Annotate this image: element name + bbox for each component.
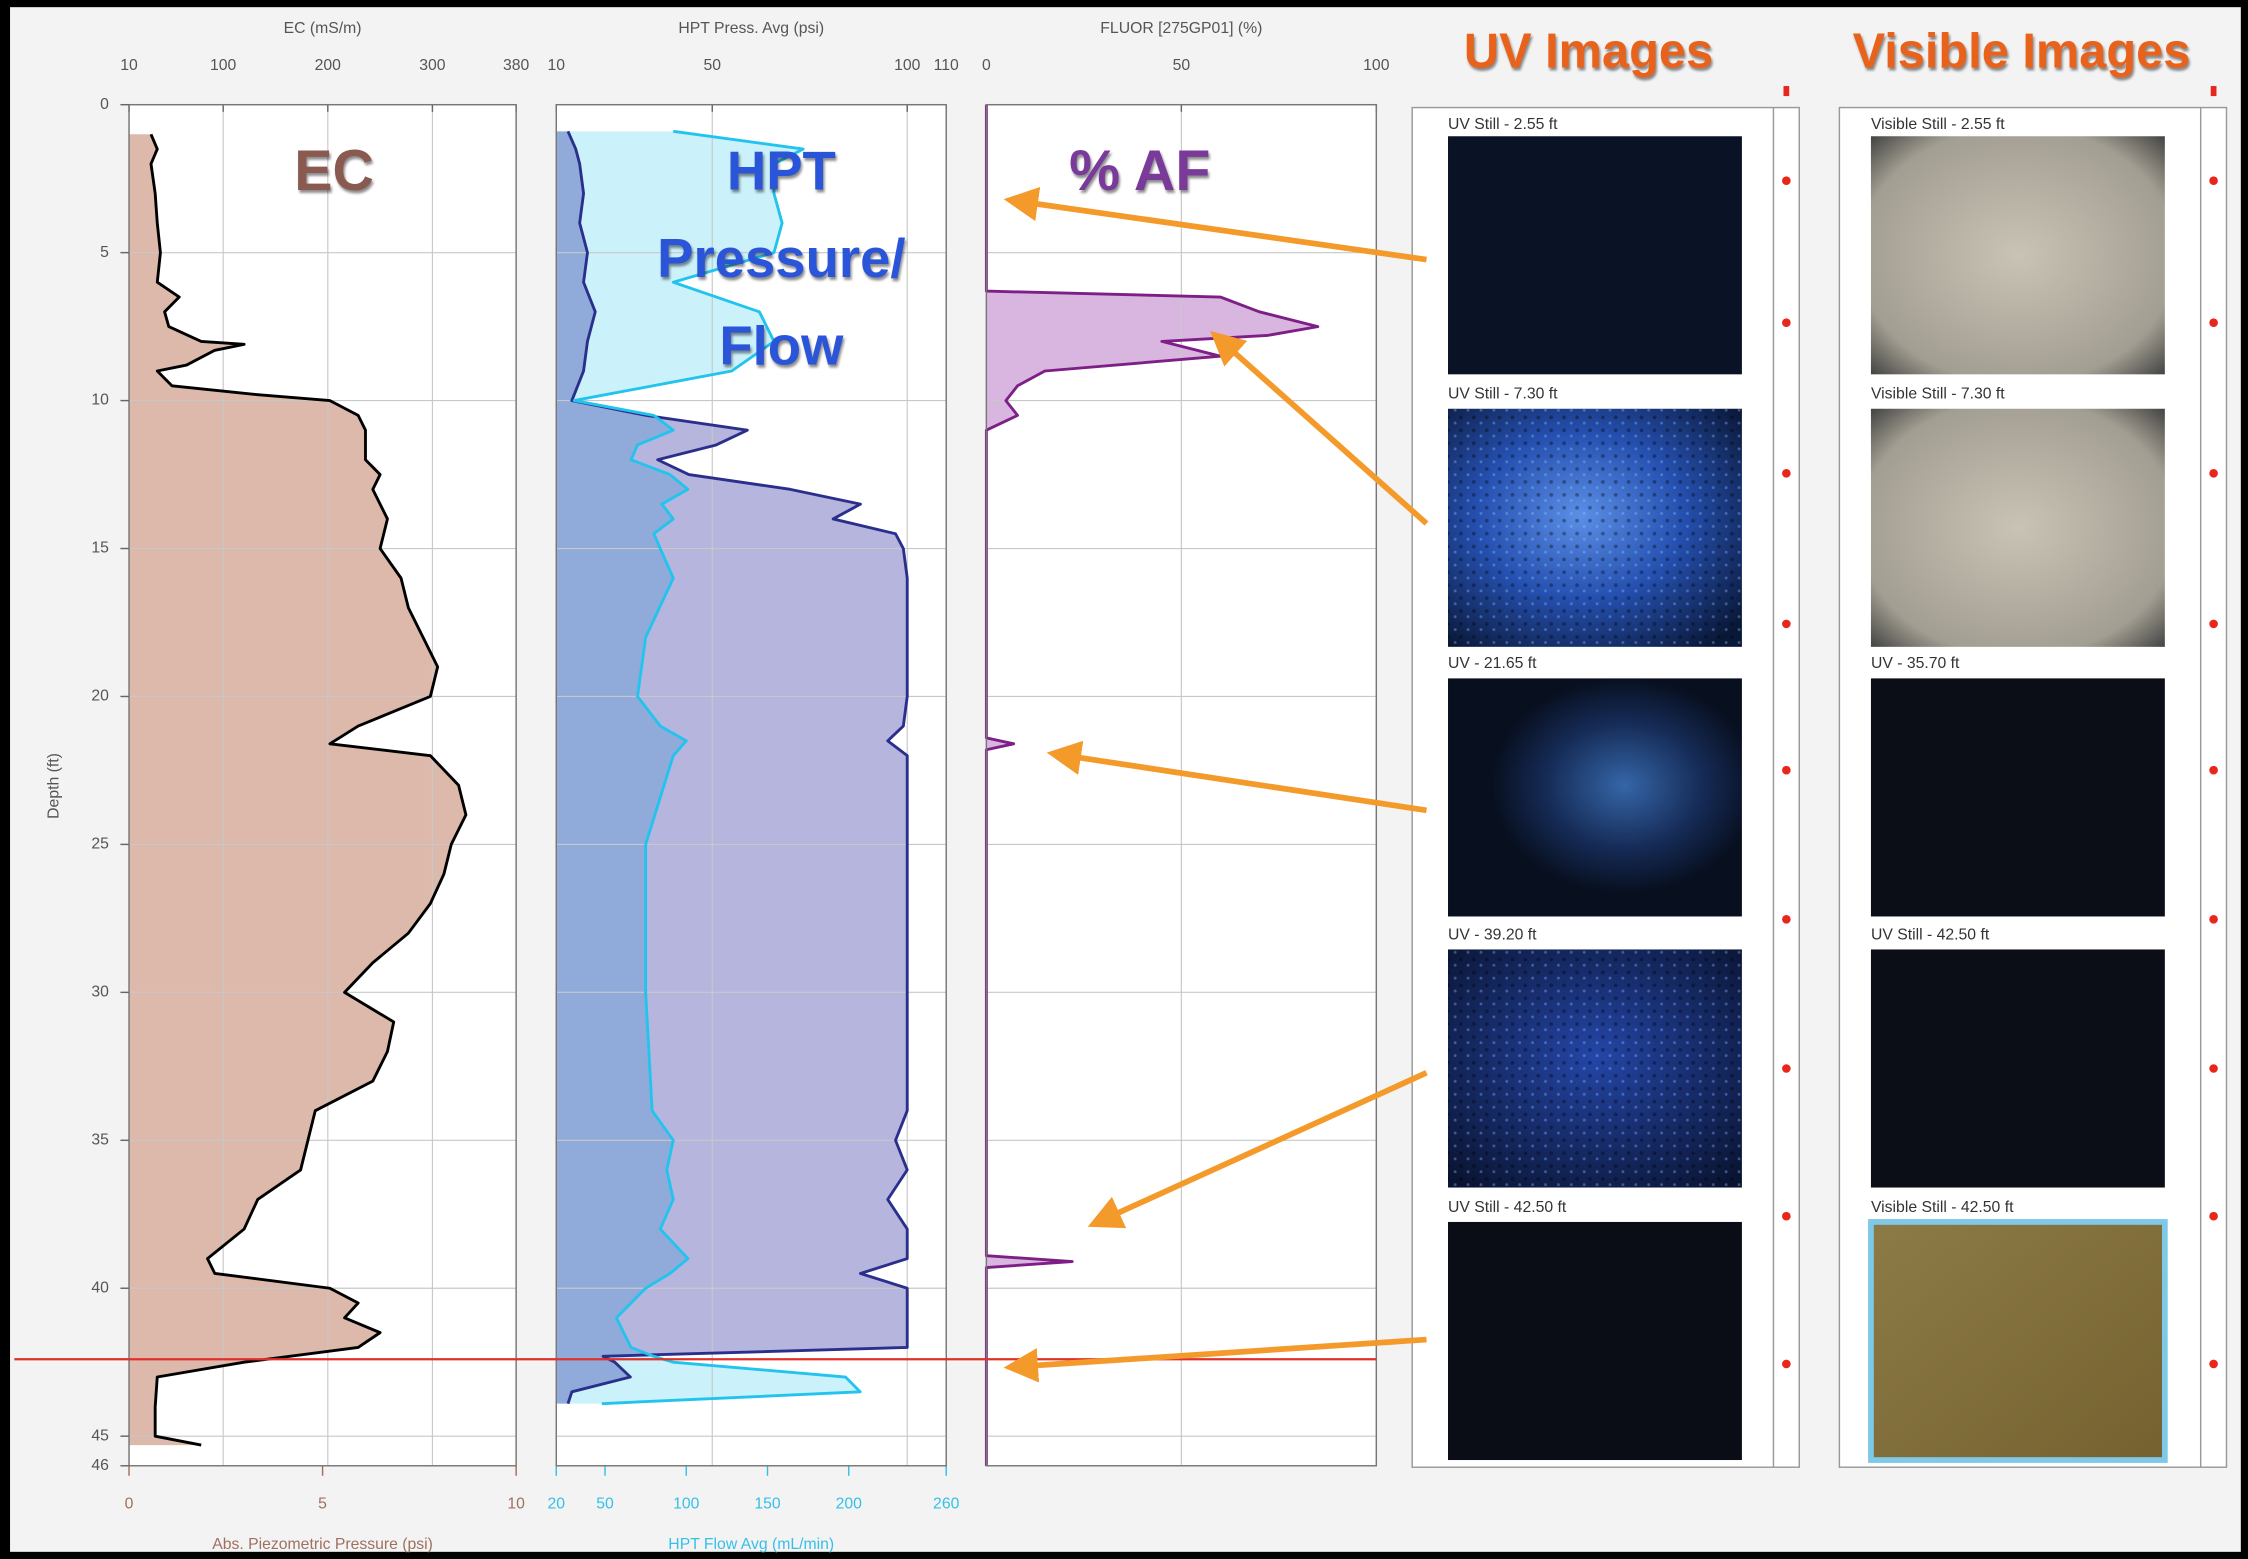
strip-dot — [2209, 766, 2218, 775]
x-tick-label: 100 — [210, 57, 237, 74]
y-tick-label: 5 — [100, 244, 109, 261]
x-tick-label: 200 — [315, 57, 342, 74]
y-axis-title: Depth (ft) — [46, 753, 63, 819]
y-tick-label: 46 — [91, 1457, 109, 1474]
x-tick-label: 10 — [547, 57, 565, 74]
strip-dot — [2209, 1360, 2218, 1369]
x2-tick-label: 50 — [596, 1496, 614, 1513]
annotation: Flow — [719, 315, 844, 376]
strip-dot — [1782, 469, 1791, 478]
image — [1871, 1222, 2165, 1460]
y-tick-label: 25 — [91, 836, 109, 853]
x2-tick-label: 10 — [507, 1496, 525, 1513]
axis-title: FLUOR [275GP01] (%) — [1100, 20, 1262, 37]
y-tick-label: 45 — [91, 1427, 109, 1444]
strip-dot — [2209, 1064, 2218, 1073]
image-caption: UV Still - 42.50 ft — [1871, 926, 1990, 943]
x-tick-label: 50 — [703, 57, 721, 74]
annotation: EC — [294, 139, 374, 203]
strip-dot — [1782, 1212, 1791, 1221]
image-caption: Visible Still - 42.50 ft — [1871, 1199, 2014, 1216]
image — [1448, 678, 1742, 916]
strip-dot — [1782, 1064, 1791, 1073]
x2-tick-label: 150 — [754, 1496, 781, 1513]
x-tick-label: 100 — [894, 57, 921, 74]
y-tick-label: 10 — [91, 392, 109, 409]
strip-dot — [1782, 176, 1791, 185]
strip-dot — [1782, 766, 1791, 775]
image-caption: Visible Still - 7.30 ft — [1871, 386, 2005, 403]
strip-marker — [2211, 86, 2217, 96]
annotation: Pressure/ — [657, 228, 905, 289]
annotation: % AF — [1069, 139, 1210, 203]
image-caption: UV Still - 7.30 ft — [1448, 386, 1558, 403]
x-tick-label: 10 — [120, 57, 138, 74]
axis-title: EC (mS/m) — [284, 20, 362, 37]
axis-title: HPT Press. Avg (psi) — [678, 20, 824, 37]
image-texture — [1448, 409, 1742, 647]
image — [1871, 409, 2165, 647]
strip-dot — [1782, 1360, 1791, 1369]
image-texture — [1448, 949, 1742, 1187]
page: {"chart_data": [ {"type": "line", "title… — [0, 0, 2248, 1559]
strip-dot — [2209, 915, 2218, 924]
x-tick-label: 300 — [419, 57, 446, 74]
x-tick-label: 100 — [1363, 57, 1390, 74]
image — [1871, 949, 2165, 1187]
image-caption: Visible Still - 2.55 ft — [1871, 116, 2005, 133]
annotation: HPT — [727, 140, 836, 201]
panel-title: Visible Images — [1853, 24, 2191, 78]
panel-title: UV Images — [1464, 24, 1713, 78]
y-tick-label: 30 — [91, 984, 109, 1001]
image — [1448, 1222, 1742, 1460]
x2-tick-label: 5 — [318, 1496, 327, 1513]
image-caption: UV - 35.70 ft — [1871, 655, 1960, 672]
image-caption: UV - 39.20 ft — [1448, 926, 1537, 943]
screenshot: 101002003003800510EC (mS/m)Abs. Piezomet… — [0, 0, 2248, 1559]
x2-tick-label: 260 — [933, 1496, 960, 1513]
strip-dot — [2209, 318, 2218, 327]
y-tick-label: 40 — [91, 1279, 109, 1296]
y-tick-label: 15 — [91, 540, 109, 557]
image — [1871, 678, 2165, 916]
x2-tick-label: 0 — [125, 1496, 134, 1513]
image-caption: UV Still - 2.55 ft — [1448, 116, 1558, 133]
y-tick-label: 0 — [100, 96, 109, 113]
x2-tick-label: 20 — [547, 1496, 565, 1513]
strip-dot — [1782, 318, 1791, 327]
strip-dot — [1782, 620, 1791, 629]
strip-marker — [1783, 86, 1789, 96]
x2-tick-label: 100 — [673, 1496, 700, 1513]
image — [1448, 136, 1742, 374]
x-tick-label: 50 — [1173, 57, 1191, 74]
x-tick-label: 110 — [934, 57, 959, 74]
strip-dot — [2209, 620, 2218, 629]
y-tick-label: 35 — [91, 1131, 109, 1148]
y-tick-label: 20 — [91, 688, 109, 705]
strip-dot — [2209, 176, 2218, 185]
strip-dot — [2209, 469, 2218, 478]
x2-tick-label: 200 — [836, 1496, 863, 1513]
x-tick-label: 0 — [982, 57, 991, 74]
strip-dot — [2209, 1212, 2218, 1221]
image-caption: UV Still - 42.50 ft — [1448, 1199, 1567, 1216]
bottom-axis-title: HPT Flow Avg (mL/min) — [668, 1536, 834, 1553]
image — [1871, 136, 2165, 374]
x-tick-label: 380 — [503, 57, 530, 74]
bottom-axis-title: Abs. Piezometric Pressure (psi) — [212, 1536, 433, 1553]
image-caption: UV - 21.65 ft — [1448, 655, 1537, 672]
strip-dot — [1782, 915, 1791, 924]
